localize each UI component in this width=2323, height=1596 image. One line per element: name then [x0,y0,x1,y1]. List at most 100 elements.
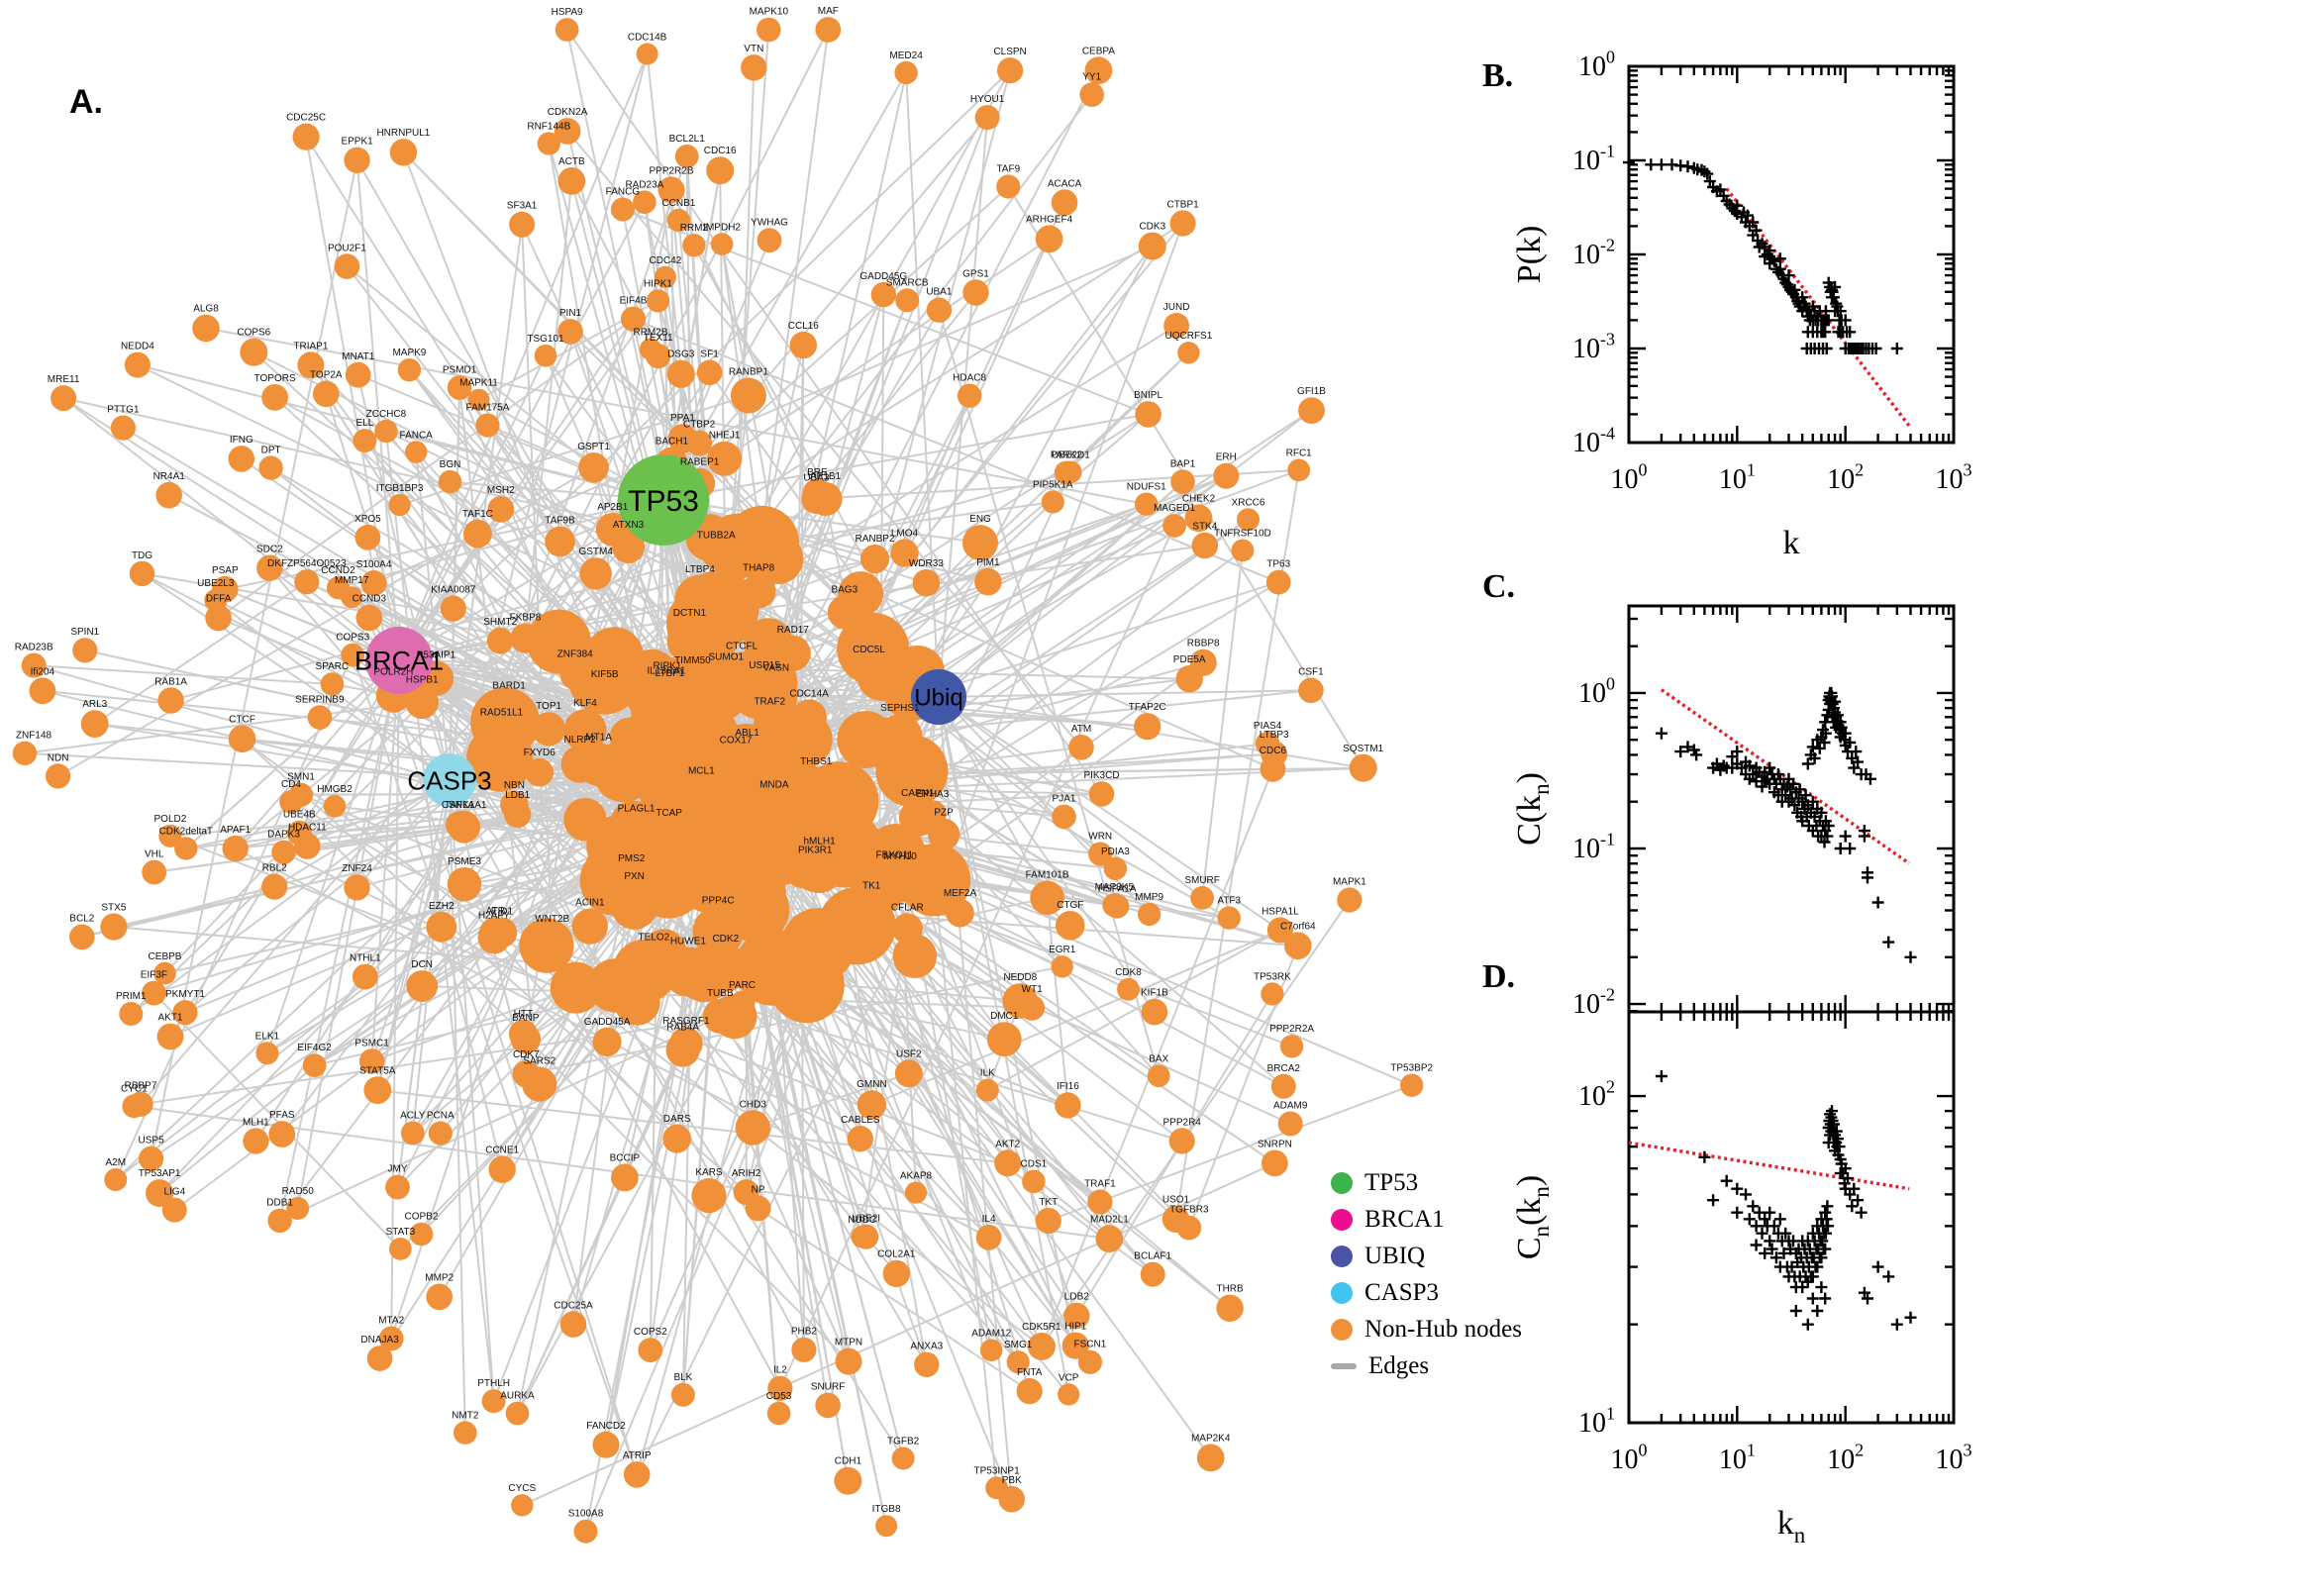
network-node-label: TELO2 [639,932,670,943]
network-node [1077,1349,1102,1374]
network-node [29,677,56,705]
network-node [975,1078,999,1102]
network-node-label: TAF1C [462,509,493,520]
network-node [344,147,370,173]
network-node-label: TEX11 [644,333,673,344]
network-node [192,314,220,343]
network-node [477,921,511,954]
network-node-label: PPP2R2A [1269,1024,1314,1035]
network-node-label: RAD23A [625,179,663,190]
tick-label: 102 [1578,1076,1615,1112]
network-node [1054,460,1078,485]
network-node-label: COL2A1 [877,1249,916,1260]
network-node [554,118,581,145]
network-node [104,1168,128,1191]
network-node-label: CCNB1 [661,198,695,209]
network-node-label: ELK1 [255,1031,280,1042]
network-node [1035,1207,1061,1235]
network-node-label: CDC25A [554,1300,593,1311]
network-node-label: SMARCB [886,277,929,288]
network-node [341,643,365,667]
network-node-label: ARIH2 [732,1168,761,1179]
network-node [729,990,756,1017]
network-node [670,1382,695,1407]
panel-label-a: A. [69,83,103,121]
network-node-label: PPP2R4 [1163,1117,1202,1128]
network-node-label: EGR1 [1049,945,1076,955]
network-node-label: RNF144B [527,121,570,132]
network-node [738,867,786,917]
network-node-label: GFI1B [1297,386,1326,397]
tick-label: 100 [1611,1440,1648,1475]
network-node-label: GADD45A [584,1017,631,1028]
legend-item-ubiq: UBIQ [1331,1238,1522,1274]
network-node [573,1519,598,1544]
hub-node-brca1 [365,627,433,694]
network-node-label: BAX [1149,1053,1168,1064]
network-node [974,105,1000,131]
network-node-label: EIF4B [620,296,648,307]
network-node-label: RASGRF1 [662,1016,710,1027]
network-node-label: MAD2L1 [1090,1214,1129,1225]
plot-frame [1627,64,1956,445]
network-node-label: BNIPL [1134,390,1162,401]
axis-ticks [1627,606,1956,1013]
network-node [928,818,960,850]
network-node [741,573,776,609]
network-node-label: EPHA3 [917,789,950,800]
network-node-label: MAP2K4 [1191,1434,1231,1445]
network-node [426,911,457,943]
network-node [662,947,714,997]
network-node-label: VCP [1059,1372,1079,1383]
network-node-label: TAF9B [545,516,575,527]
network-node-label: BLK [673,1372,692,1383]
network-node-label: PIAS4 [1254,721,1282,732]
network-node-label: SMN1 [287,772,315,783]
network-node-label: CEBPA [1082,46,1115,56]
node-swatch-icon [1331,1281,1353,1304]
network-node [438,469,462,494]
tick-label: 100 [1578,47,1615,82]
network-node-label: AKT2 [995,1139,1020,1149]
network-node [374,419,398,444]
network-node [946,898,974,928]
network-node-label: PHB2 [791,1327,818,1338]
network-node-label: ADAM9 [1273,1101,1308,1112]
network-node-label: EID1 [491,907,514,918]
network-node-label: S100A8 [568,1509,604,1520]
network-node [279,790,303,814]
network-node [355,604,383,632]
network-node-label: SF3A1 [507,201,538,212]
network-node [559,1311,587,1338]
network-node [766,1401,791,1426]
legend-item-brca1: BRCA1 [1331,1201,1522,1238]
network-node [532,712,566,747]
network-node-label: USP5 [139,1136,165,1147]
network-node-label: CEBPB [149,951,182,962]
network-node-label: CTCF [229,715,255,726]
network-node-label: GSTM4 [578,547,613,557]
network-node-label: KARS [695,1167,723,1178]
network-node-label: LTBP1 [655,668,684,679]
network-node-label: HSPA1A [1098,883,1137,894]
network-node-label: FAM101B [1026,870,1069,881]
network-node-label: COX17 [720,735,753,746]
network-node [1055,1092,1081,1119]
network-node [853,891,890,929]
network-node [1134,713,1162,741]
network-node-label: FANCA [400,430,434,441]
network-node-label: THRB [1216,1284,1244,1295]
network-node-label: RBL2 [262,863,287,874]
network-node-label: UBA1 [926,287,953,298]
tick-label: 10-4 [1572,423,1615,458]
network-node [537,132,560,155]
network-node-label: FANCD2 [586,1421,626,1432]
network-node-label: RAB4A [666,1022,699,1033]
network-node [682,776,721,815]
network-node [1349,753,1377,782]
network-node [567,642,642,715]
network-node [1058,1383,1080,1406]
network-node-label: MRE11 [48,374,80,385]
network-node-label: UBA3 [803,473,830,484]
network-node [504,800,532,829]
